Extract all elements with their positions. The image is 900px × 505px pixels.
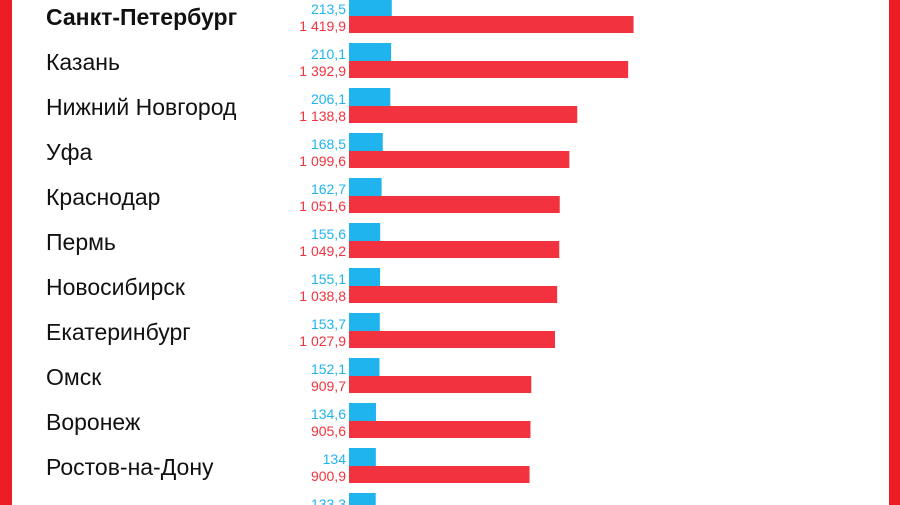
bar-series-a xyxy=(349,0,392,16)
bar-series-a xyxy=(349,358,380,376)
bar-series-b xyxy=(349,376,532,393)
bar-series-a xyxy=(349,223,381,241)
bar-series-b xyxy=(349,61,629,78)
bar-series-b xyxy=(349,16,634,33)
bar-series-a xyxy=(349,88,391,106)
value-label-series-a: 210,1 xyxy=(311,46,346,62)
value-label-series-b: 1 038,8 xyxy=(299,288,346,304)
city-label: Нижний Новгород xyxy=(46,94,237,120)
bar-series-b xyxy=(349,196,560,213)
bar-series-a xyxy=(349,313,380,331)
value-label-series-b: 909,7 xyxy=(311,378,346,394)
bar-series-b xyxy=(349,331,555,348)
city-label: Краснодар xyxy=(46,184,160,210)
bar-series-a xyxy=(349,448,376,466)
frame-left-border xyxy=(0,0,12,505)
city-label: Воронеж xyxy=(46,409,141,435)
value-label-series-b: 1 027,9 xyxy=(299,333,346,349)
value-label-series-b: 1 049,2 xyxy=(299,243,346,259)
bar-series-a xyxy=(349,133,383,151)
value-label-series-b: 1 138,8 xyxy=(299,108,346,124)
city-label: Уфа xyxy=(46,139,93,165)
value-label-series-b: 1 051,6 xyxy=(299,198,346,214)
bar-series-a xyxy=(349,403,376,421)
bar-series-b xyxy=(349,241,560,258)
value-label-series-b: 900,9 xyxy=(311,468,346,484)
value-label-series-a: 213,5 xyxy=(311,1,346,17)
bar-series-a xyxy=(349,178,382,196)
value-label-series-a: 134 xyxy=(323,451,347,467)
value-label-series-a: 155,6 xyxy=(311,226,346,242)
city-label: Казань xyxy=(46,49,120,75)
value-label-series-b: 1 392,9 xyxy=(299,63,346,79)
value-label-series-b: 905,6 xyxy=(311,423,346,439)
bar-series-b xyxy=(349,421,531,438)
value-label-series-b: 1 099,6 xyxy=(299,153,346,169)
value-label-series-a: 153,7 xyxy=(311,316,346,332)
value-label-series-b: 1 419,9 xyxy=(299,18,346,34)
chart-canvas: Санкт-Петербург 213,5 1 419,9 Казань 210,1 1 … xyxy=(12,0,889,505)
value-label-series-a: 206,1 xyxy=(311,91,346,107)
value-label-series-a: 133,3 xyxy=(311,496,346,505)
city-label: Новосибирск xyxy=(46,274,186,300)
bar-series-b xyxy=(349,151,570,168)
city-label: Пермь xyxy=(46,229,116,255)
city-label: Ростов-на-Дону xyxy=(46,454,214,480)
bar-series-b xyxy=(349,106,578,123)
bar-series-a xyxy=(349,493,376,505)
bar-series-a xyxy=(349,43,392,61)
bar-series-b xyxy=(349,466,530,483)
value-label-series-a: 155,1 xyxy=(311,271,346,287)
city-label: Омск xyxy=(46,364,102,390)
city-label: Екатеринбург xyxy=(46,319,191,345)
bar-series-b xyxy=(349,286,558,303)
value-label-series-a: 162,7 xyxy=(311,181,346,197)
value-label-series-a: 134,6 xyxy=(311,406,346,422)
value-label-series-a: 168,5 xyxy=(311,136,346,152)
frame-right-border xyxy=(889,0,900,505)
value-label-series-a: 152,1 xyxy=(311,361,346,377)
bar-series-a xyxy=(349,268,381,286)
city-label: Санкт-Петербург xyxy=(46,4,237,30)
